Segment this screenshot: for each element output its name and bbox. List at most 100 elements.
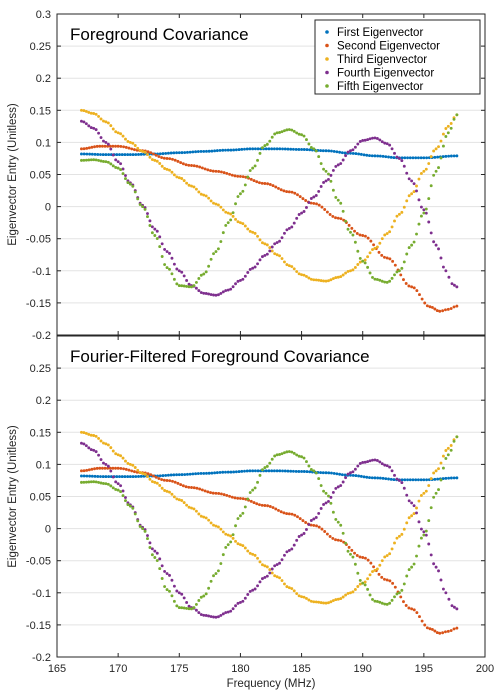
data-point — [308, 148, 312, 152]
data-point — [389, 477, 393, 481]
data-point — [278, 576, 282, 580]
data-point — [256, 262, 259, 266]
data-point — [366, 255, 370, 259]
data-point — [275, 131, 279, 135]
data-point — [114, 166, 118, 169]
data-point — [192, 185, 196, 189]
data-point — [441, 587, 445, 591]
data-point — [209, 579, 213, 583]
data-point — [212, 574, 215, 578]
data-point — [323, 208, 327, 211]
data-point — [277, 508, 280, 512]
data-point — [439, 139, 443, 143]
data-point — [417, 544, 421, 548]
data-point — [322, 489, 326, 493]
data-point — [202, 471, 206, 475]
data-point — [170, 170, 174, 174]
data-point — [107, 475, 111, 479]
data-point — [450, 604, 454, 608]
data-point — [334, 164, 338, 168]
data-point — [80, 119, 83, 123]
data-point — [407, 194, 411, 198]
data-point — [281, 147, 284, 151]
data-point — [422, 208, 426, 212]
data-point — [400, 266, 404, 270]
data-point — [185, 472, 189, 476]
data-point — [328, 213, 332, 216]
data-point — [89, 433, 93, 437]
data-point — [136, 146, 140, 150]
data-point — [353, 266, 357, 269]
data-point — [378, 460, 382, 464]
data-point — [307, 276, 311, 280]
data-point — [99, 458, 103, 461]
data-point — [102, 482, 105, 485]
data-point — [146, 150, 150, 154]
data-point — [340, 473, 344, 477]
data-point — [420, 297, 424, 301]
data-point — [319, 279, 323, 283]
data-point — [302, 134, 306, 138]
data-point — [192, 164, 196, 168]
data-point — [228, 494, 232, 498]
data-point — [84, 109, 88, 113]
data-point — [128, 182, 132, 186]
data-point — [402, 527, 406, 531]
data-point — [251, 552, 255, 556]
data-point — [114, 452, 118, 456]
data-point — [297, 454, 301, 458]
data-point — [246, 271, 250, 274]
data-point — [90, 152, 94, 156]
data-point — [349, 269, 352, 273]
data-point — [161, 474, 165, 478]
data-point — [336, 198, 340, 202]
data-point — [298, 517, 302, 521]
data-point — [150, 225, 154, 229]
data-point — [175, 175, 179, 179]
data-point — [126, 140, 130, 143]
data-point — [194, 608, 198, 612]
data-point — [260, 468, 264, 472]
series-5 — [80, 113, 459, 289]
data-point — [385, 280, 389, 284]
data-point — [190, 164, 193, 167]
data-point — [200, 166, 204, 170]
data-point — [82, 109, 86, 113]
data-point — [425, 626, 429, 630]
data-point — [121, 172, 125, 176]
data-point — [197, 277, 201, 280]
data-point — [158, 557, 162, 561]
data-point — [128, 462, 132, 466]
data-point — [226, 288, 230, 292]
data-point — [400, 210, 404, 214]
data-point — [393, 273, 396, 277]
data-point — [219, 205, 223, 209]
data-point — [233, 496, 237, 500]
data-point — [419, 205, 423, 209]
data-point — [241, 222, 245, 226]
series-2 — [80, 144, 459, 313]
data-point — [388, 230, 392, 234]
data-point — [425, 478, 429, 482]
data-point — [449, 122, 453, 125]
data-point — [231, 214, 235, 218]
data-point — [204, 592, 208, 596]
data-point — [234, 539, 237, 543]
data-point — [317, 278, 321, 282]
data-point — [407, 246, 411, 250]
x-tick-label: 190 — [354, 663, 372, 675]
data-point — [283, 147, 287, 151]
data-point — [109, 124, 113, 128]
data-point — [390, 469, 394, 473]
data-point — [177, 176, 181, 180]
data-point — [214, 615, 218, 619]
data-point — [87, 158, 91, 162]
data-point — [402, 600, 405, 604]
data-point — [416, 156, 420, 160]
data-point — [317, 189, 321, 193]
data-point — [119, 132, 123, 136]
data-point — [444, 135, 448, 138]
data-point — [116, 144, 120, 148]
data-point — [317, 525, 321, 529]
data-point — [133, 144, 137, 147]
